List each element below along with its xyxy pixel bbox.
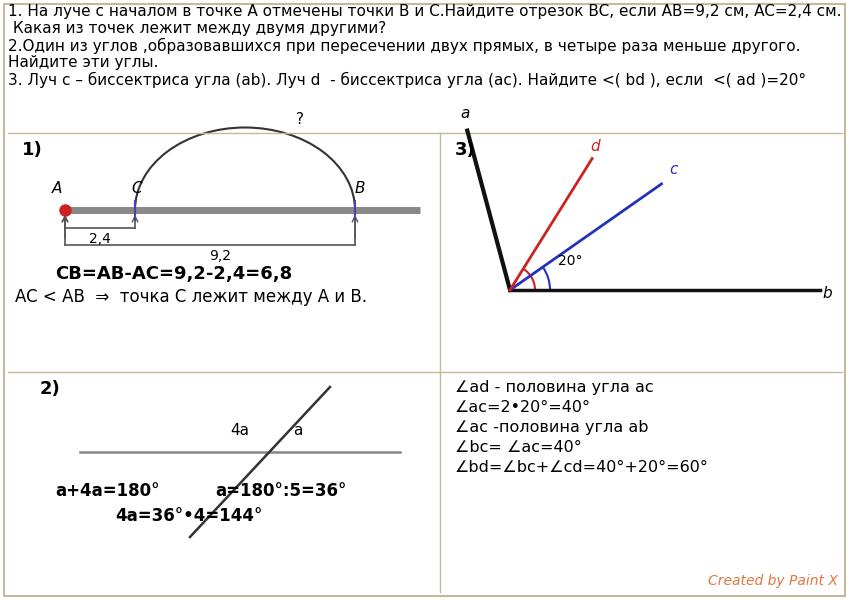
Text: 3. Луч c – биссектриса угла (ab). Луч d  - биссектриса угла (ac). Найдите <( bd : 3. Луч c – биссектриса угла (ab). Луч d … bbox=[8, 72, 806, 88]
Text: 2,4: 2,4 bbox=[89, 232, 111, 246]
Text: ∠ac -половина угла ab: ∠ac -половина угла ab bbox=[455, 420, 649, 435]
Text: ∠bd=∠bc+∠cd=40°+20°=60°: ∠bd=∠bc+∠cd=40°+20°=60° bbox=[455, 460, 709, 475]
Text: ?: ? bbox=[296, 112, 304, 127]
Text: AC < AB  ⇒  точка C лежит между A и B.: AC < AB ⇒ точка C лежит между A и B. bbox=[15, 288, 367, 306]
Text: 2): 2) bbox=[40, 380, 60, 398]
Text: c: c bbox=[670, 162, 678, 177]
Text: Какая из точек лежит между двумя другими?: Какая из точек лежит между двумя другими… bbox=[8, 21, 386, 36]
Text: 20°: 20° bbox=[558, 254, 582, 268]
Text: a: a bbox=[293, 423, 303, 438]
Text: 1): 1) bbox=[22, 141, 42, 159]
Text: a: a bbox=[460, 106, 469, 121]
Text: 2.Один из углов ,образовавшихся при пересечении двух прямых, в четыре раза меньш: 2.Один из углов ,образовавшихся при пере… bbox=[8, 38, 801, 54]
Text: 1. На луче с началом в точке A отмечены точки B и C.Найдите отрезок BC, если AB=: 1. На луче с началом в точке A отмечены … bbox=[8, 4, 842, 19]
Text: C: C bbox=[132, 181, 142, 196]
Text: 4a=36°•4=144°: 4a=36°•4=144° bbox=[115, 507, 263, 525]
Text: d: d bbox=[590, 139, 599, 154]
Text: 4a: 4a bbox=[230, 423, 250, 438]
Text: CB=AB-AC=9,2-2,4=6,8: CB=AB-AC=9,2-2,4=6,8 bbox=[55, 265, 292, 283]
Text: ∠ac=2•20°=40°: ∠ac=2•20°=40° bbox=[455, 400, 591, 415]
Text: Найдите эти углы.: Найдите эти углы. bbox=[8, 55, 158, 70]
Text: Created by Paint X: Created by Paint X bbox=[708, 574, 838, 588]
Text: ∠ad - половина угла ac: ∠ad - половина угла ac bbox=[455, 380, 654, 395]
Text: a+4a=180°: a+4a=180° bbox=[55, 482, 160, 500]
Text: 3): 3) bbox=[455, 141, 476, 159]
Text: b: b bbox=[822, 286, 831, 301]
Text: B: B bbox=[354, 181, 366, 196]
Text: 9,2: 9,2 bbox=[209, 249, 231, 263]
Text: A: A bbox=[52, 181, 62, 196]
Text: ∠bc= ∠ac=40°: ∠bc= ∠ac=40° bbox=[455, 440, 581, 455]
Text: a=180°:5=36°: a=180°:5=36° bbox=[215, 482, 347, 500]
